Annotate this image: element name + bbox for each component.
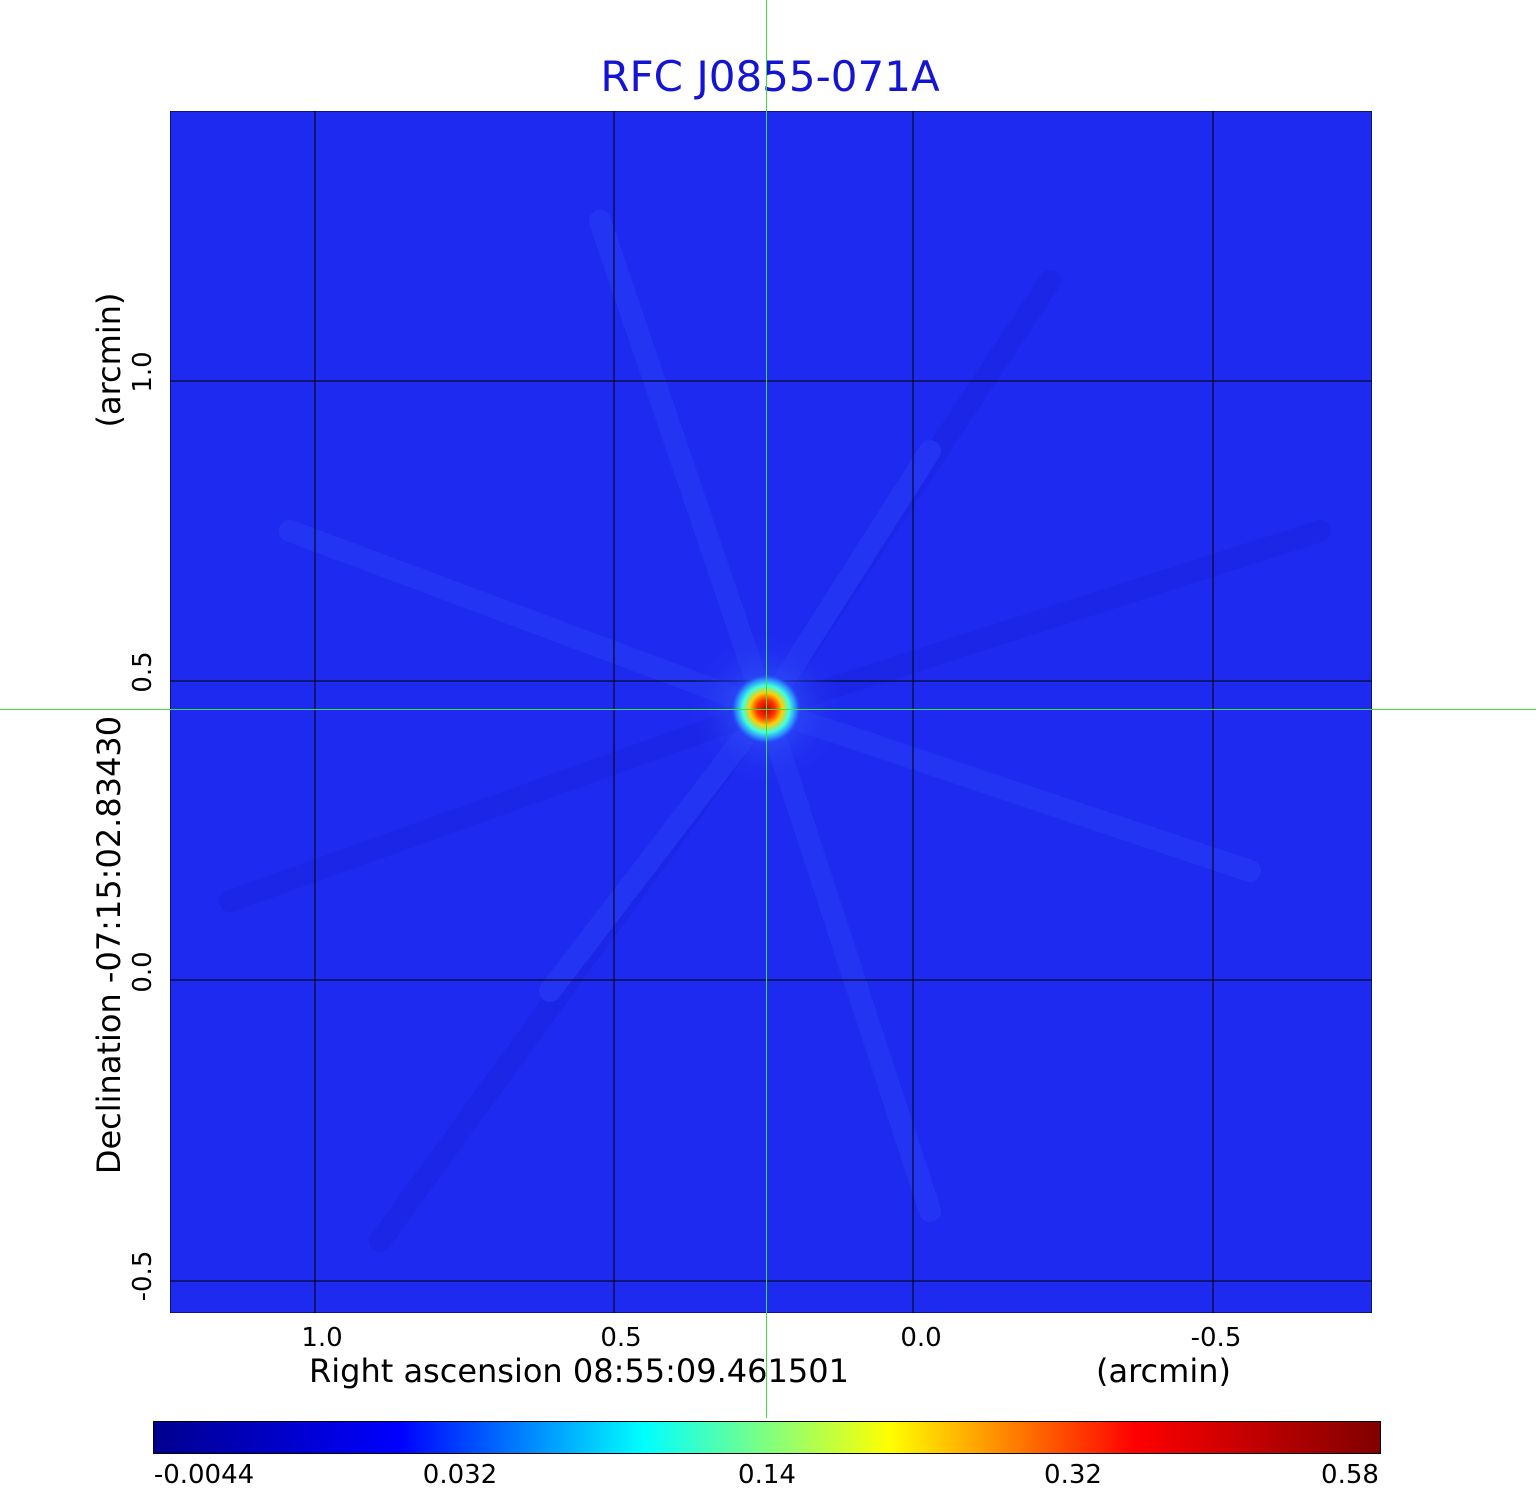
colorbar-tick-label: -0.0044	[153, 1460, 255, 1490]
y-tick-label: 0.0	[128, 951, 158, 993]
colorbar-tick-label: 0.032	[422, 1460, 498, 1490]
x-axis-label: Right ascension 08:55:09.461501	[309, 1352, 849, 1390]
image-title: RFC J0855-071A	[600, 52, 940, 101]
grid-lines	[170, 111, 1372, 1313]
y-tick-label: 1.0	[128, 351, 158, 393]
x-axis-unit: (arcmin)	[1096, 1352, 1231, 1390]
radio-image-panel[interactable]	[170, 111, 1372, 1313]
x-tick-label: -0.5	[1190, 1323, 1242, 1353]
x-tick-label: 0.0	[900, 1323, 942, 1353]
colorbar	[153, 1421, 1381, 1454]
colorbar-tick-label: 0.32	[1044, 1460, 1102, 1490]
y-axis-unit: (arcmin)	[90, 292, 128, 428]
crosshair-vertical	[766, 0, 767, 1418]
y-tick-label: -0.5	[128, 1250, 158, 1302]
colorbar-tick-label: 0.58	[1321, 1460, 1379, 1490]
x-tick-label: 1.0	[301, 1323, 343, 1353]
colorbar-tick-label: 0.14	[738, 1460, 796, 1490]
y-axis-label: Declination -07:15:02.83430	[90, 715, 128, 1175]
x-tick-label: 0.5	[600, 1323, 642, 1353]
y-tick-label: 0.5	[128, 651, 158, 693]
crosshair-horizontal	[0, 709, 1536, 710]
radio-image	[170, 111, 1372, 1313]
